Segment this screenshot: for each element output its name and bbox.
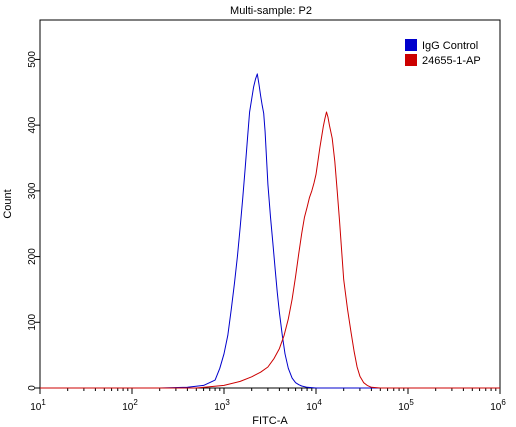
x-tick-base: 10	[490, 402, 502, 413]
x-axis-label: FITC-A	[252, 415, 288, 427]
x-tick-exponent: 2	[133, 398, 138, 407]
chart-title: Multi-sample: P2	[230, 5, 312, 17]
x-tick-base: 10	[306, 402, 318, 413]
x-tick-label: 105	[398, 398, 414, 413]
series-line-igg-control	[40, 73, 500, 389]
x-tick-label: 102	[122, 398, 138, 413]
x-tick-base: 10	[30, 402, 42, 413]
legend-label: IgG Control	[422, 40, 478, 52]
legend-label: 24655-1-AP	[422, 55, 481, 67]
x-tick-exponent: 5	[409, 398, 414, 407]
x-tick-base: 10	[398, 402, 410, 413]
x-tick-base: 10	[214, 402, 226, 413]
y-tick-label: 500	[27, 51, 38, 68]
x-tick-base: 10	[122, 402, 134, 413]
legend-swatch	[405, 39, 417, 51]
x-tick-label: 103	[214, 398, 230, 413]
legend-swatch	[405, 54, 417, 66]
x-tick-exponent: 4	[317, 398, 322, 407]
y-axis-label: Count	[2, 189, 14, 218]
x-tick-label: 106	[490, 398, 506, 413]
y-tick-label: 400	[27, 116, 38, 133]
y-tick-label: 300	[27, 182, 38, 199]
series-group	[40, 73, 500, 389]
x-tick-label: 101	[30, 398, 46, 413]
legend: IgG Control 24655-1-AP	[405, 39, 481, 67]
plot-frame	[39, 19, 501, 389]
x-tick-exponent: 1	[41, 398, 46, 407]
y-tick-label: 100	[27, 314, 38, 331]
series-line-24655-1-ap	[40, 111, 500, 389]
x-tick-exponent: 6	[501, 398, 506, 407]
y-tick-label: 200	[27, 248, 38, 265]
x-tick-exponent: 3	[225, 398, 230, 407]
x-tick-label: 104	[306, 398, 322, 413]
y-tick-label: 0	[27, 385, 38, 391]
